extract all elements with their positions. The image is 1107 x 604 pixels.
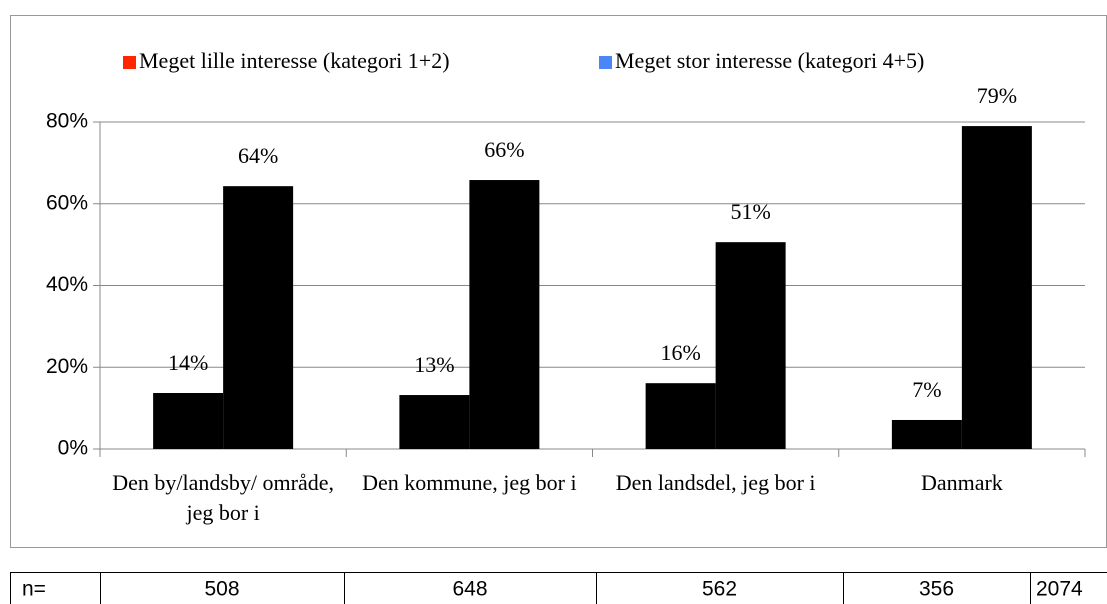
legend-label: Meget stor interesse (kategori 4+5) bbox=[615, 48, 924, 73]
data-label: 14% bbox=[168, 350, 208, 375]
y-tick-label: 80% bbox=[46, 110, 88, 133]
bar bbox=[469, 180, 540, 450]
table-cell: 648 bbox=[452, 578, 487, 601]
x-tick-label: Den kommune, jeg bor i bbox=[362, 470, 576, 495]
table-cell: 2074 bbox=[1036, 578, 1083, 601]
bar bbox=[223, 186, 294, 449]
bar bbox=[399, 395, 470, 449]
bar bbox=[715, 242, 786, 449]
x-tick-label: Den by/landsby/ område, jeg bor i bbox=[112, 470, 334, 525]
table-cell: 562 bbox=[702, 578, 737, 601]
table-border bbox=[10, 572, 1107, 604]
data-label: 7% bbox=[912, 377, 941, 402]
y-tick-label: 40% bbox=[46, 273, 88, 296]
y-tick-label: 60% bbox=[46, 191, 88, 214]
table-cell: n= bbox=[22, 578, 46, 601]
bar bbox=[153, 393, 224, 449]
bar bbox=[891, 419, 962, 449]
chart-frame bbox=[10, 15, 1107, 548]
legend-swatch bbox=[123, 56, 136, 69]
legend-label: Meget lille interesse (kategori 1+2) bbox=[139, 48, 450, 73]
table-cell: 356 bbox=[919, 578, 954, 601]
legend-swatch bbox=[599, 56, 612, 69]
x-tick-label: Den landsdel, jeg bor i bbox=[616, 470, 816, 495]
bar bbox=[645, 383, 716, 449]
y-tick-label: 0% bbox=[58, 437, 88, 460]
data-label: 16% bbox=[660, 340, 700, 365]
data-label: 51% bbox=[730, 199, 770, 224]
data-label: 13% bbox=[414, 352, 454, 377]
data-label: 64% bbox=[238, 143, 278, 168]
y-tick-label: 20% bbox=[46, 355, 88, 378]
table-cell: 508 bbox=[204, 578, 239, 601]
bar bbox=[961, 126, 1032, 450]
n-table: n= 508 648 562 356 2074 bbox=[10, 572, 1107, 604]
data-label: 79% bbox=[977, 83, 1017, 108]
data-label: 66% bbox=[484, 137, 524, 162]
x-tick-label: Danmark bbox=[921, 470, 1003, 495]
